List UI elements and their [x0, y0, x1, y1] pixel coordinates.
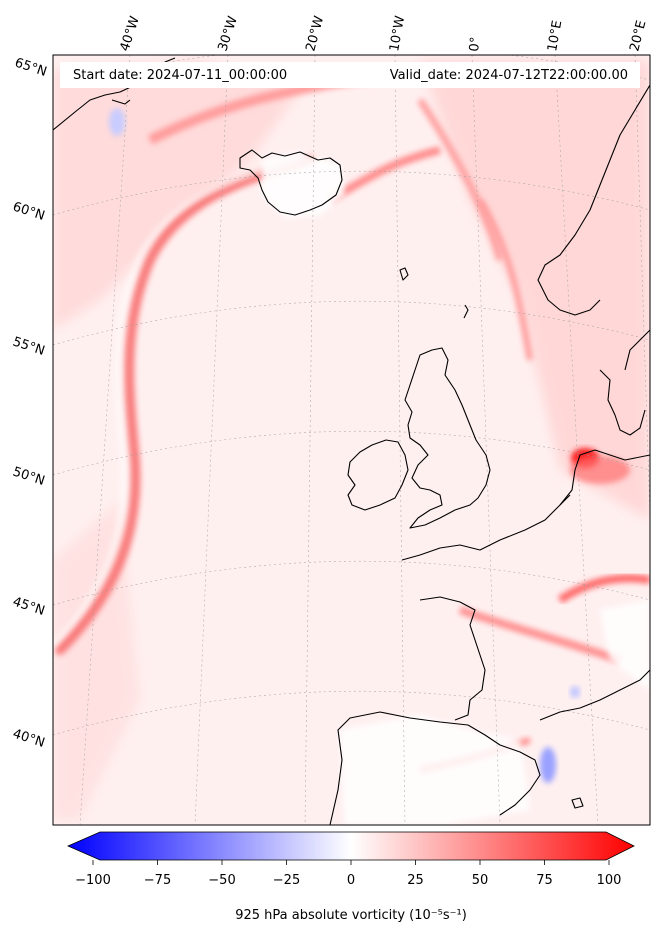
- colorbar-tick-label: −75: [144, 873, 171, 888]
- colorbar-tick-label: 25: [407, 873, 424, 888]
- map-panel: [52, 54, 651, 826]
- lat-label-40n: 40°N: [11, 727, 47, 751]
- lon-label-0: 0°: [467, 36, 483, 52]
- lat-label-50n: 50°N: [11, 465, 47, 489]
- map-frame: [52, 54, 651, 826]
- colorbar-tick-label: 100: [597, 873, 622, 888]
- latitude-labels: 65°N 60°N 55°N 50°N 45°N 40°N: [11, 56, 49, 751]
- coastlines: [53, 57, 650, 825]
- colorbar-tick-label: 0: [347, 873, 355, 888]
- colorbar-label: 925 hPa absolute vorticity (10⁻⁵s⁻¹): [235, 908, 467, 923]
- lon-label-10w: 10°W: [387, 15, 408, 53]
- lat-label-45n: 45°N: [11, 595, 47, 619]
- lon-label-10e: 10°E: [545, 19, 565, 52]
- lat-label-60n: 60°N: [11, 200, 47, 224]
- lon-label-20e: 20°E: [627, 19, 649, 53]
- colorbar-bar: [67, 831, 635, 861]
- lon-label-30w: 30°W: [216, 14, 241, 53]
- colorbar-tick-label: −25: [273, 873, 300, 888]
- header-box: [60, 62, 640, 88]
- lon-label-40w: 40°W: [118, 14, 143, 53]
- longitude-labels: 40°W 30°W 20°W 10°W 0° 10°E 20°E: [118, 14, 650, 53]
- colorbar-tick-label: −50: [208, 873, 235, 888]
- start-date-label: Start date: 2024-07-11_00:00:00: [73, 68, 287, 83]
- colorbar-ticks: −100 −75 −50 −25 0 25 50 75 100: [75, 860, 621, 888]
- colorbar-tick-label: −100: [75, 873, 111, 888]
- colorbar-tick-label: 75: [536, 873, 553, 888]
- lon-label-20w: 20°W: [303, 14, 327, 53]
- lat-label-55n: 55°N: [11, 335, 47, 359]
- lat-label-65n: 65°N: [13, 56, 49, 80]
- colorbar-tick-label: 50: [472, 873, 489, 888]
- colorbar: −100 −75 −50 −25 0 25 50 75 100 925 hPa absolute…: [67, 831, 635, 923]
- valid-date-label: Valid_date: 2024-07-12T22:00:00.00: [390, 68, 628, 83]
